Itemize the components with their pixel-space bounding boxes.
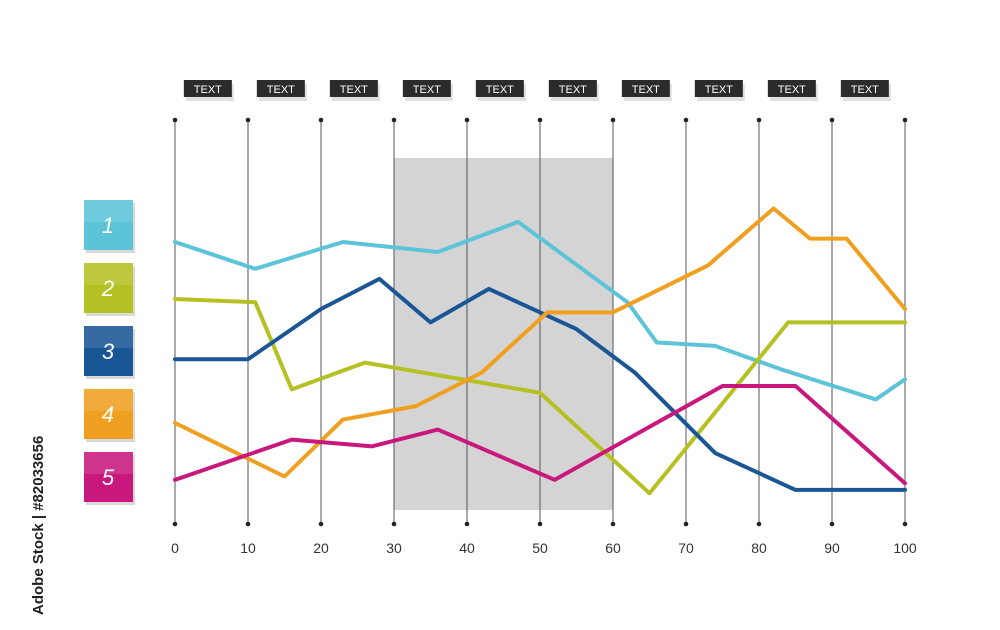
grid-dot-top-1 — [245, 117, 251, 123]
legend-item-3: 3 — [84, 326, 135, 379]
top-tag-box-6 — [621, 80, 670, 97]
top-tag-label-5: TEXT — [559, 84, 587, 96]
x-tick-label-5: 50 — [532, 540, 548, 556]
legend-swatch-5 — [84, 452, 133, 502]
top-tag-box-2 — [329, 80, 378, 97]
top-tag-4: TEXT — [475, 80, 526, 101]
credit-watermark: Adobe Stock | #82033656 — [8, 400, 47, 615]
legend-swatch-1 — [84, 200, 133, 250]
x-tick-label-1: 10 — [240, 540, 256, 556]
top-tag-label-0: TEXT — [194, 84, 222, 96]
top-tag-2: TEXT — [329, 80, 380, 101]
grid-dot-bottom-9 — [829, 521, 835, 527]
grid-dot-bottom-4 — [464, 521, 470, 527]
series-layer — [173, 206, 907, 496]
legend-label-3: 3 — [102, 339, 115, 364]
grid-dot-bottom-0 — [172, 521, 178, 527]
top-tag-box-1 — [256, 80, 305, 97]
legend-item-4: 4 — [84, 389, 135, 442]
x-axis-ticks: 0 10 20 30 40 50 60 70 80 90 100 — [171, 540, 917, 556]
x-tick-label-0: 0 — [171, 540, 179, 556]
series-line-2 — [173, 296, 907, 496]
grid-dot-bottom-6 — [610, 521, 616, 527]
grid-dot-bottom-2 — [318, 521, 324, 527]
top-tag-box-7 — [694, 80, 743, 97]
grid-dot-bottom-8 — [756, 521, 762, 527]
top-tag-box-3 — [402, 80, 451, 97]
grid-dot-bottom-5 — [537, 521, 543, 527]
legend-item-2: 2 — [84, 263, 135, 316]
grid-dot-top-6 — [610, 117, 616, 123]
top-tag-0: TEXT — [183, 80, 234, 101]
highlight-band — [394, 158, 613, 510]
legend-item-5: 5 — [84, 452, 135, 505]
top-tag-box-4 — [475, 80, 524, 97]
top-tag-8: TEXT — [767, 80, 818, 101]
top-tag-6: TEXT — [621, 80, 672, 101]
legend-item-1: 1 — [84, 200, 135, 253]
top-tag-9: TEXT — [840, 80, 891, 101]
x-tick-label-6: 60 — [605, 540, 621, 556]
top-tag-7: TEXT — [694, 80, 745, 101]
top-tag-5: TEXT — [548, 80, 599, 101]
top-tag-label-6: TEXT — [632, 84, 660, 96]
top-tag-label-1: TEXT — [267, 84, 295, 96]
top-tag-1: TEXT — [256, 80, 307, 101]
grid-dot-top-10 — [902, 117, 908, 123]
top-tag-label-9: TEXT — [851, 84, 879, 96]
top-label-row: TEXT TEXT TEXT TEXT TEXT TEXT TEXT TEXT TEXT TEXT — [183, 80, 891, 101]
credit-text: Adobe Stock | #82033656 — [30, 435, 47, 615]
grid-dot-top-0 — [172, 117, 178, 123]
x-tick-label-8: 80 — [751, 540, 767, 556]
x-tick-label-2: 20 — [313, 540, 329, 556]
top-tag-label-3: TEXT — [413, 84, 441, 96]
grid-dot-bottom-3 — [391, 521, 397, 527]
series-line-3 — [173, 276, 907, 492]
legend-label-1: 1 — [102, 213, 114, 238]
top-tag-box-8 — [767, 80, 816, 97]
top-tag-label-7: TEXT — [705, 84, 733, 96]
grid-dot-bottom-7 — [683, 521, 689, 527]
grid-dot-bottom-10 — [902, 521, 908, 527]
series-line-5 — [173, 384, 907, 486]
grid-dot-top-4 — [464, 117, 470, 123]
legend-swatch-4 — [84, 389, 133, 439]
x-tick-label-10: 100 — [893, 540, 917, 556]
top-tag-label-8: TEXT — [778, 84, 806, 96]
grid-dot-top-2 — [318, 117, 324, 123]
x-tick-label-7: 70 — [678, 540, 694, 556]
legend: 1 2 3 4 5 — [84, 200, 135, 505]
x-tick-label-3: 30 — [386, 540, 402, 556]
legend-label-2: 2 — [101, 276, 114, 301]
series-line-4 — [173, 206, 907, 479]
top-tag-box-9 — [840, 80, 889, 97]
grid-dot-bottom-1 — [245, 521, 251, 527]
grid-dot-top-3 — [391, 117, 397, 123]
grid-dot-top-7 — [683, 117, 689, 123]
top-tag-label-2: TEXT — [340, 84, 368, 96]
top-tag-box-5 — [548, 80, 597, 97]
grid-dot-top-8 — [756, 117, 762, 123]
grid-dot-top-5 — [537, 117, 543, 123]
top-tag-3: TEXT — [402, 80, 453, 101]
x-tick-label-4: 40 — [459, 540, 475, 556]
legend-swatch-3 — [84, 326, 133, 376]
top-tag-box-0 — [183, 80, 232, 97]
x-tick-label-9: 90 — [824, 540, 840, 556]
legend-label-5: 5 — [102, 465, 115, 490]
legend-label-4: 4 — [102, 402, 114, 427]
series-line-1 — [173, 219, 907, 402]
grid-dot-top-9 — [829, 117, 835, 123]
legend-swatch-2 — [84, 263, 133, 313]
top-tag-label-4: TEXT — [486, 84, 514, 96]
